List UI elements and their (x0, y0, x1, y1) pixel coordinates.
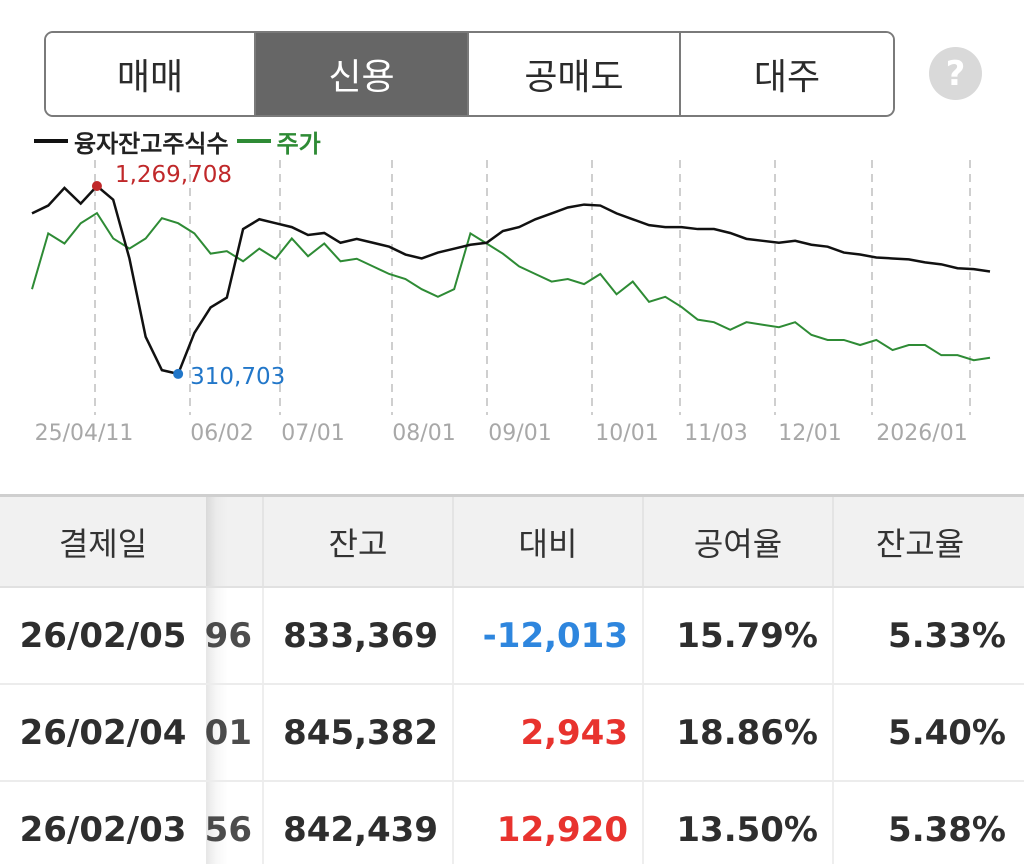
cell-change: -12,013 (454, 588, 644, 683)
legend-item-price: 주가 (236, 124, 321, 159)
cell-balance-ratio: 5.40% (888, 712, 1006, 753)
x-tick-label: 10/01 (595, 421, 658, 446)
table-row[interactable]: 26/02/04 01 845,382 2,943 18.86% 5.40% (0, 685, 1024, 782)
header-change: 대비 (454, 497, 644, 586)
header-hidden-column (206, 497, 264, 586)
legend-swatch-green (236, 139, 271, 143)
table-row[interactable]: 26/02/03 56 842,439 12,920 13.50% 5.38% (0, 782, 1024, 864)
help-icon[interactable]: ? (929, 47, 982, 100)
x-tick-label: 11/03 (684, 421, 747, 446)
header-balance-ratio: 잔고율 (875, 524, 965, 563)
x-tick-label: 06/02 (190, 421, 253, 446)
partial-value: 56 (206, 809, 252, 850)
credit-line-chart: 25/04/11 06/02 07/01 08/01 09/01 10/01 11/03 12… (31, 160, 991, 446)
max-marker (91, 181, 102, 192)
chart-legend: 융자잔고주식수 주가 (34, 124, 329, 158)
x-tick-label: 25/04/11 (35, 421, 134, 446)
price-series-line (31, 211, 991, 362)
cell-scrolled-partial[interactable]: 96 (206, 588, 264, 683)
cell-balance: 833,369 (264, 588, 454, 683)
cell-balance-ratio: 5.38% (888, 809, 1006, 850)
cell-credit-ratio: 13.50% (644, 782, 834, 864)
cell-balance: 845,382 (264, 685, 454, 780)
header-credit-ratio: 공여율 (644, 497, 834, 586)
table-header: 결제일 잔고 대비 공여율 잔고율 (0, 494, 1024, 588)
partial-value: 01 (206, 712, 252, 753)
legend-swatch-black (34, 139, 68, 143)
x-tick-label: 08/01 (392, 421, 455, 446)
min-marker (173, 368, 184, 379)
x-tick-label: 07/01 (281, 421, 344, 446)
tab-trading[interactable]: 매매 (46, 33, 256, 115)
header-settlement-date: 결제일 (58, 524, 148, 563)
partial-value: 96 (206, 615, 252, 656)
cell-date: 26/02/03 (19, 809, 187, 850)
cell-balance-ratio: 5.33% (888, 615, 1006, 656)
x-tick-label: 2026/01 (876, 421, 967, 446)
tab-stock-loan[interactable]: 대주 (681, 33, 893, 115)
cell-scrolled-partial[interactable]: 01 (206, 685, 264, 780)
header-balance: 잔고 (264, 497, 454, 586)
legend-label: 주가 (276, 129, 321, 158)
cell-credit-ratio: 15.79% (644, 588, 834, 683)
table-row[interactable]: 26/02/05 96 833,369 -12,013 15.79% 5.33% (0, 588, 1024, 685)
x-tick-label: 09/01 (488, 421, 551, 446)
cell-scrolled-partial[interactable]: 56 (206, 782, 264, 864)
cell-balance: 842,439 (264, 782, 454, 864)
x-tick-label: 12/01 (778, 421, 841, 446)
credit-table: 결제일 잔고 대비 공여율 잔고율 26/02/05 96 833,369 -1… (0, 494, 1024, 864)
cell-change: 2,943 (454, 685, 644, 780)
cell-credit-ratio: 18.86% (644, 685, 834, 780)
cell-date: 26/02/04 (19, 712, 187, 753)
max-label: 1,269,708 (115, 162, 232, 188)
tab-bar: 매매 신용 공매도 대주 (44, 31, 895, 117)
min-label: 310,703 (190, 364, 285, 390)
cell-change: 12,920 (454, 782, 644, 864)
legend-item-loan-balance: 융자잔고주식수 (34, 124, 229, 159)
cell-date: 26/02/05 (19, 615, 187, 656)
tab-short-selling[interactable]: 공매도 (469, 33, 681, 115)
loan-balance-series-line (31, 184, 991, 376)
legend-label: 융자잔고주식수 (74, 129, 229, 158)
tab-credit[interactable]: 신용 (256, 33, 469, 115)
